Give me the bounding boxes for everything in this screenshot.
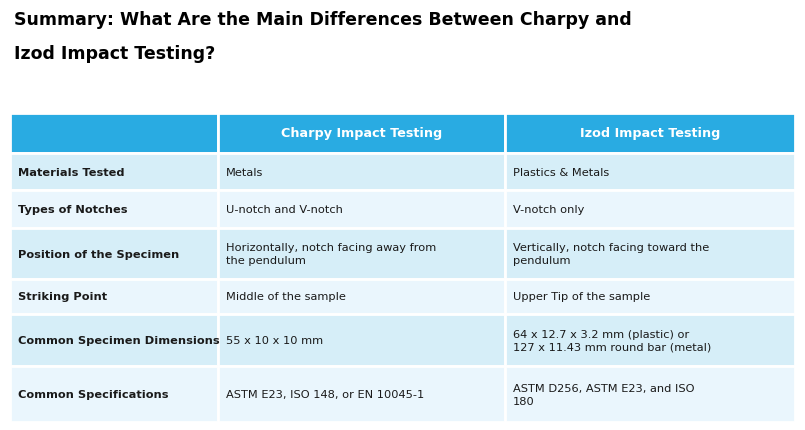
Text: Common Specimen Dimensions: Common Specimen Dimensions (18, 335, 219, 345)
Text: Striking Point: Striking Point (18, 292, 107, 302)
Text: ASTM D256, ASTM E23, and ISO
180: ASTM D256, ASTM E23, and ISO 180 (513, 383, 694, 406)
Text: Izod Impact Testing?: Izod Impact Testing? (14, 45, 216, 63)
Text: Common Specifications: Common Specifications (18, 390, 168, 399)
Text: V-notch only: V-notch only (513, 205, 584, 215)
Text: Materials Tested: Materials Tested (18, 167, 124, 177)
Text: Horizontally, notch facing away from
the pendulum: Horizontally, notch facing away from the… (226, 243, 436, 266)
Text: Middle of the sample: Middle of the sample (226, 292, 346, 302)
Text: ASTM E23, ISO 148, or EN 10045-1: ASTM E23, ISO 148, or EN 10045-1 (226, 390, 424, 399)
Text: Izod Impact Testing: Izod Impact Testing (580, 127, 720, 140)
Text: 55 x 10 x 10 mm: 55 x 10 x 10 mm (226, 335, 323, 345)
Text: Summary: What Are the Main Differences Between Charpy and: Summary: What Are the Main Differences B… (14, 11, 632, 29)
Text: Charpy Impact Testing: Charpy Impact Testing (281, 127, 442, 140)
Text: Upper Tip of the sample: Upper Tip of the sample (513, 292, 650, 302)
Text: Plastics & Metals: Plastics & Metals (513, 167, 609, 177)
Text: Types of Notches: Types of Notches (18, 205, 127, 215)
Text: 64 x 12.7 x 3.2 mm (plastic) or
127 x 11.43 mm round bar (metal): 64 x 12.7 x 3.2 mm (plastic) or 127 x 11… (513, 329, 711, 352)
Text: Position of the Specimen: Position of the Specimen (18, 249, 179, 259)
Text: Metals: Metals (226, 167, 263, 177)
Text: U-notch and V-notch: U-notch and V-notch (226, 205, 343, 215)
Text: Vertically, notch facing toward the
pendulum: Vertically, notch facing toward the pend… (513, 243, 709, 266)
